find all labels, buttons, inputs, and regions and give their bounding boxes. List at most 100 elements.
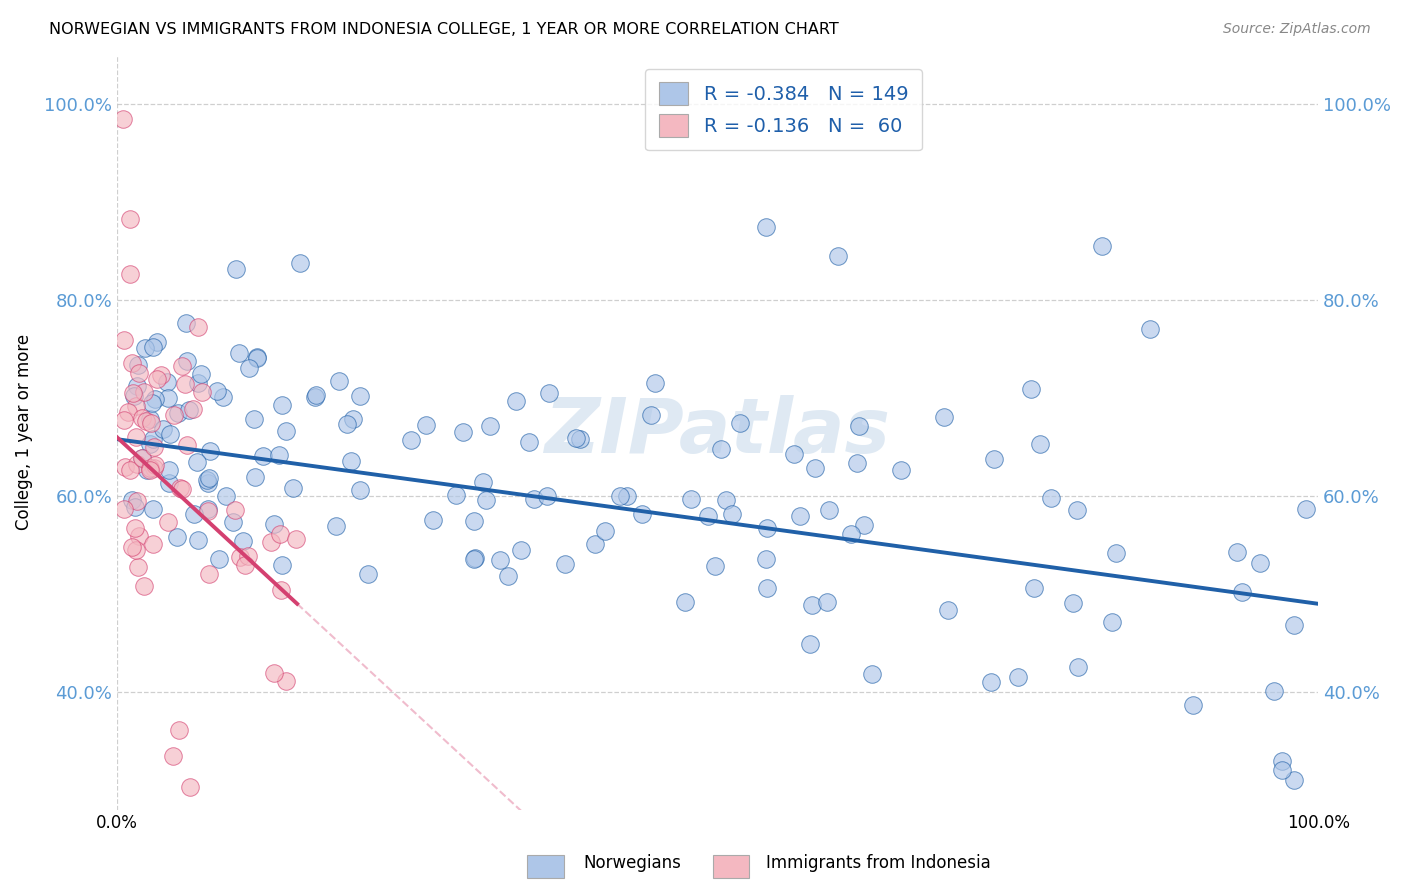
- Point: [120, 267, 142, 281]
- Point: [187, 376, 209, 390]
- Text: Source: ZipAtlas.com: Source: ZipAtlas.com: [1223, 22, 1371, 37]
- Point: [475, 492, 498, 507]
- Point: [176, 438, 198, 452]
- Point: [305, 387, 328, 401]
- Point: [415, 417, 437, 432]
- Point: [304, 390, 326, 404]
- Point: [198, 444, 221, 458]
- Point: [122, 389, 145, 403]
- Point: [138, 437, 160, 451]
- Point: [135, 414, 157, 428]
- Text: ZIPatlas: ZIPatlas: [544, 395, 890, 469]
- Text: Norwegians: Norwegians: [583, 855, 682, 872]
- Point: [1249, 556, 1271, 570]
- Point: [509, 542, 531, 557]
- Point: [1282, 773, 1305, 788]
- Point: [1028, 436, 1050, 450]
- Point: [122, 386, 145, 401]
- Point: [156, 392, 179, 406]
- Point: [696, 509, 718, 524]
- Point: [167, 405, 190, 419]
- Point: [1101, 615, 1123, 629]
- Point: [112, 333, 135, 347]
- Point: [125, 430, 148, 444]
- Point: [142, 432, 165, 446]
- Legend: R = -0.384   N = 149, R = -0.136   N =  60: R = -0.384 N = 149, R = -0.136 N = 60: [645, 69, 922, 151]
- Point: [860, 667, 883, 681]
- Point: [463, 552, 485, 566]
- Point: [755, 219, 778, 234]
- Point: [183, 507, 205, 521]
- Point: [166, 530, 188, 544]
- Point: [245, 351, 267, 365]
- Point: [1091, 239, 1114, 253]
- Point: [1062, 596, 1084, 610]
- Point: [1021, 382, 1043, 396]
- Point: [228, 549, 250, 564]
- Point: [827, 249, 849, 263]
- Point: [325, 519, 347, 533]
- Point: [142, 501, 165, 516]
- Point: [569, 432, 592, 446]
- Point: [446, 488, 468, 502]
- Point: [139, 417, 162, 431]
- Point: [143, 461, 166, 475]
- Point: [1105, 546, 1128, 560]
- Point: [1263, 684, 1285, 698]
- Point: [630, 507, 652, 521]
- Point: [755, 521, 778, 535]
- Point: [167, 723, 190, 737]
- Point: [111, 112, 134, 126]
- Point: [121, 356, 143, 370]
- Point: [710, 442, 733, 457]
- Point: [112, 501, 135, 516]
- Point: [357, 567, 380, 582]
- Text: Immigrants from Indonesia: Immigrants from Indonesia: [766, 855, 991, 872]
- Point: [157, 475, 180, 490]
- Point: [232, 534, 254, 549]
- Point: [505, 393, 527, 408]
- Point: [145, 372, 167, 386]
- Point: [640, 408, 662, 422]
- Point: [554, 557, 576, 571]
- Point: [932, 410, 955, 425]
- Point: [157, 515, 180, 529]
- Point: [841, 527, 863, 541]
- Point: [127, 359, 149, 373]
- Point: [136, 463, 159, 477]
- Point: [125, 494, 148, 508]
- Point: [215, 489, 238, 503]
- Point: [846, 456, 869, 470]
- Point: [616, 489, 638, 503]
- Point: [197, 475, 219, 490]
- Point: [181, 402, 204, 417]
- Point: [132, 579, 155, 593]
- Point: [142, 440, 165, 454]
- Text: NORWEGIAN VS IMMIGRANTS FROM INDONESIA COLLEGE, 1 YEAR OR MORE CORRELATION CHART: NORWEGIAN VS IMMIGRANTS FROM INDONESIA C…: [49, 22, 839, 37]
- Point: [138, 461, 160, 475]
- Point: [349, 483, 371, 497]
- Point: [121, 540, 143, 554]
- Point: [145, 392, 167, 406]
- Point: [246, 350, 269, 364]
- Point: [152, 422, 174, 436]
- Point: [170, 482, 193, 496]
- Point: [451, 425, 474, 439]
- Point: [128, 366, 150, 380]
- Point: [197, 504, 219, 518]
- Point: [225, 261, 247, 276]
- Point: [131, 451, 153, 466]
- Point: [179, 402, 201, 417]
- Point: [117, 405, 139, 419]
- Point: [238, 549, 260, 564]
- Point: [190, 367, 212, 381]
- Point: [169, 481, 191, 495]
- Point: [471, 475, 494, 490]
- Point: [422, 513, 444, 527]
- Point: [1295, 502, 1317, 516]
- Point: [799, 637, 821, 651]
- Point: [593, 524, 616, 538]
- Point: [1007, 670, 1029, 684]
- Point: [789, 508, 811, 523]
- Point: [1039, 491, 1062, 505]
